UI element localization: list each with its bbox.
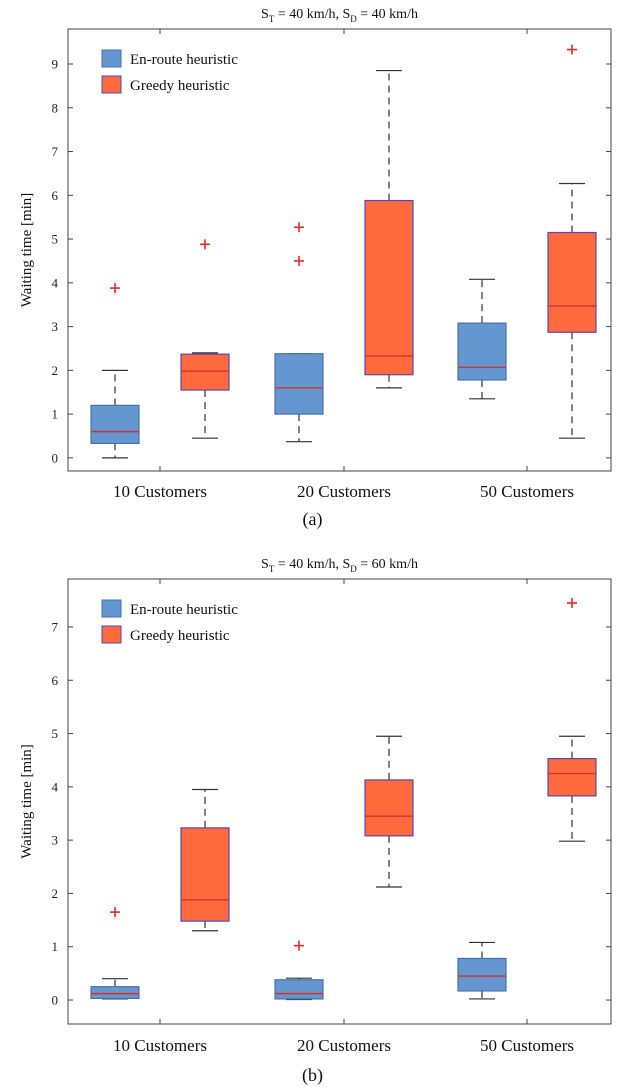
y-axis-label: Waiting time [min]: [19, 744, 35, 859]
box-enroute-1: [274, 940, 324, 1001]
box-greedy-0: [180, 239, 230, 439]
y-tick-label: 0: [52, 450, 59, 465]
box-body: [547, 231, 597, 333]
outlier-marker: [294, 222, 304, 233]
box-greedy-0: [180, 788, 230, 932]
box-body: [457, 957, 507, 992]
box-enroute-1: [274, 222, 324, 443]
y-tick-label: 1: [52, 407, 59, 422]
box-body: [274, 979, 324, 1000]
box-body: [90, 404, 140, 445]
box-body: [180, 827, 230, 922]
chart-title-main: S: [261, 7, 269, 22]
y-tick-label: 7: [52, 144, 59, 159]
legend-swatch-greedy: [101, 625, 122, 644]
box-greedy-2: [547, 597, 597, 842]
chart-title-tail: = 60 km/h: [357, 557, 418, 572]
outlier-marker: [200, 239, 210, 250]
outlier-marker: [567, 597, 577, 608]
y-tick-label: 2: [52, 363, 59, 378]
y-tick-label: 8: [52, 100, 59, 115]
box-body: [547, 757, 597, 797]
plot-frame: [67, 28, 612, 472]
chart-title-main: S: [261, 557, 269, 572]
chart-panel-a: ST = 40 km/h, SD = 40 km/h 0 1 2 3 4 5 6 7 8 9 Wait…: [19, 7, 612, 530]
box-enroute-2: [457, 278, 507, 400]
x-tick-label: 10 Customers: [113, 482, 207, 501]
y-axis-label: Waiting time [min]: [19, 193, 35, 308]
chart-title-sub2: D: [350, 14, 357, 24]
plot-frame: [67, 578, 612, 1025]
legend-label-greedy: Greedy heuristic: [130, 628, 230, 644]
y-tick-label: 6: [52, 673, 59, 688]
legend-label-greedy: Greedy heuristic: [130, 78, 230, 94]
y-tick-label: 3: [52, 319, 59, 334]
y-tick-label: 1: [52, 939, 59, 954]
legend-swatch-enroute: [101, 49, 122, 68]
box-body: [180, 353, 230, 391]
legend-swatch-greedy: [101, 75, 122, 94]
legend-label-enroute: En-route heuristic: [130, 52, 238, 68]
x-tick-label: 50 Customers: [480, 482, 574, 501]
y-tick-label: 5: [52, 232, 59, 247]
box-greedy-1: [364, 735, 414, 888]
x-tick-label: 20 Customers: [297, 482, 391, 501]
outlier-marker: [567, 44, 577, 55]
y-tick-label: 9: [52, 57, 59, 72]
chart-title-tail: = 40 km/h: [357, 7, 418, 22]
outlier-marker: [294, 255, 304, 266]
box-enroute-0: [90, 283, 140, 459]
box-body: [90, 986, 140, 1000]
y-tick-label: 4: [52, 275, 59, 290]
y-tick-label: 0: [52, 993, 59, 1008]
chart-title-mid: = 40 km/h, S: [274, 7, 350, 22]
chart-title-sub1: T: [269, 14, 275, 24]
y-tick-label: 7: [52, 619, 59, 634]
outlier-marker: [110, 283, 120, 294]
chart-title-mid: = 40 km/h, S: [274, 557, 350, 572]
y-tick-label: 5: [52, 726, 59, 741]
y-tick-label: 3: [52, 833, 59, 848]
box-greedy-2: [547, 44, 597, 439]
box-enroute-0: [90, 907, 140, 1000]
box-greedy-1: [364, 69, 414, 389]
box-body: [364, 199, 414, 376]
chart-title: ST = 40 km/h, SD = 40 km/h: [261, 7, 418, 24]
y-tick-label: 6: [52, 188, 59, 203]
y-tick-label: 4: [52, 779, 59, 794]
figure-caption: (a): [303, 509, 323, 530]
legend: En-route heuristic Greedy heuristic: [101, 49, 238, 94]
legend: En-route heuristic Greedy heuristic: [101, 599, 238, 644]
x-tick-label: 20 Customers: [297, 1036, 391, 1055]
chart-title-sub2: D: [350, 564, 357, 574]
box-body: [364, 779, 414, 837]
chart-title-sub1: T: [269, 564, 275, 574]
chart-title: ST = 40 km/h, SD = 60 km/h: [261, 557, 418, 574]
figure-caption: (b): [302, 1065, 323, 1086]
box-enroute-2: [457, 941, 507, 1000]
outlier-marker: [110, 907, 120, 918]
legend-swatch-enroute: [101, 599, 122, 618]
chart-panel-b: ST = 40 km/h, SD = 60 km/h 0 1 2 3 4 5 6 7 Waitin…: [19, 557, 612, 1086]
box-body: [274, 353, 324, 415]
outlier-marker: [294, 940, 304, 951]
legend-label-enroute: En-route heuristic: [130, 602, 238, 618]
y-tick-label: 2: [52, 886, 59, 901]
x-tick-label: 50 Customers: [480, 1036, 574, 1055]
x-tick-label: 10 Customers: [113, 1036, 207, 1055]
box-body: [457, 322, 507, 381]
